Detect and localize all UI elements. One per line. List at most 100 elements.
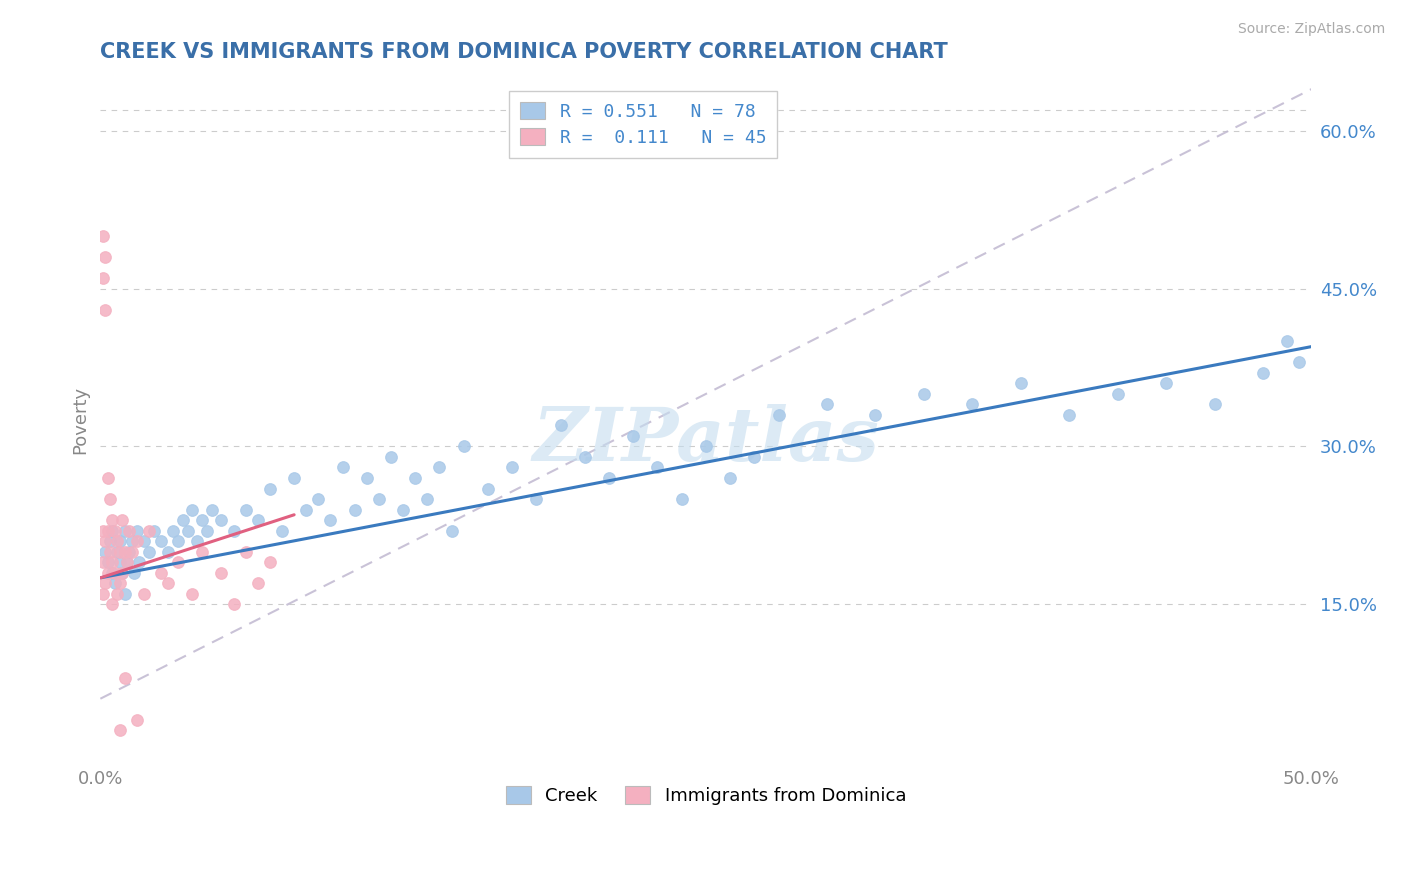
Point (453, 440, 475, 454)
Point (283, 471, 305, 485)
Point (167, 555, 190, 569)
Point (176, 524, 198, 538)
Point (429, 460, 451, 475)
Point (97, 555, 120, 569)
Point (125, 534, 148, 549)
Point (114, 671, 136, 685)
Point (271, 524, 294, 538)
Point (768, 408, 790, 422)
Point (94, 250, 117, 264)
Point (91, 555, 114, 569)
Point (501, 460, 523, 475)
Point (1010, 376, 1032, 391)
Point (108, 723, 131, 738)
Point (122, 566, 145, 580)
Point (101, 524, 124, 538)
Point (195, 524, 218, 538)
Point (115, 555, 138, 569)
Point (105, 586, 128, 600)
Point (91, 586, 114, 600)
Point (440, 524, 463, 538)
Point (94, 576, 117, 591)
Point (647, 460, 669, 475)
Point (142, 524, 165, 538)
Point (307, 491, 329, 506)
Point (181, 502, 204, 516)
Point (259, 482, 281, 496)
Point (416, 491, 439, 506)
Point (111, 566, 134, 580)
Point (671, 491, 693, 506)
Point (118, 524, 141, 538)
Point (167, 534, 190, 549)
Point (97, 524, 120, 538)
Point (621, 429, 644, 443)
Point (343, 502, 366, 516)
Point (815, 397, 838, 411)
Point (477, 482, 499, 496)
Point (101, 513, 124, 527)
Y-axis label: Poverty: Poverty (72, 386, 89, 454)
Point (211, 566, 233, 580)
Point (744, 450, 766, 464)
Point (524, 491, 547, 506)
Point (98, 491, 121, 506)
Point (392, 502, 415, 516)
Point (118, 544, 141, 558)
Point (222, 524, 245, 538)
Point (962, 397, 984, 411)
Point (246, 576, 269, 591)
Text: ZIPatlas: ZIPatlas (533, 404, 879, 477)
Point (132, 534, 155, 549)
Point (94, 544, 117, 558)
Point (191, 513, 214, 527)
Point (259, 555, 281, 569)
Point (108, 555, 131, 569)
Point (111, 566, 134, 580)
Point (98, 534, 121, 549)
Point (114, 524, 136, 538)
Point (104, 524, 127, 538)
Point (111, 513, 134, 527)
Point (101, 555, 124, 569)
Legend: Creek, Immigrants from Dominica: Creek, Immigrants from Dominica (496, 777, 915, 814)
Point (574, 450, 596, 464)
Point (108, 534, 131, 549)
Point (172, 513, 194, 527)
Point (367, 491, 389, 506)
Text: CREEK VS IMMIGRANTS FROM DOMINICA POVERTY CORRELATION CHART: CREEK VS IMMIGRANTS FROM DOMINICA POVERT… (100, 42, 948, 62)
Point (404, 471, 426, 485)
Point (1277, 334, 1299, 349)
Point (295, 502, 318, 516)
Point (98, 544, 121, 558)
Point (912, 387, 935, 401)
Point (718, 471, 741, 485)
Point (94, 534, 117, 549)
Point (1288, 355, 1310, 369)
Point (121, 544, 143, 558)
Point (121, 534, 143, 549)
Point (91, 524, 114, 538)
Point (128, 555, 150, 569)
Point (356, 471, 378, 485)
Point (1057, 408, 1080, 422)
Point (865, 408, 887, 422)
Point (1204, 397, 1226, 411)
Point (125, 713, 148, 727)
Point (181, 586, 204, 600)
Point (246, 513, 269, 527)
Point (132, 586, 155, 600)
Point (138, 544, 160, 558)
Point (101, 597, 124, 611)
Point (105, 534, 128, 549)
Point (695, 440, 717, 454)
Point (101, 566, 124, 580)
Point (97, 566, 120, 580)
Point (191, 544, 214, 558)
Point (550, 418, 572, 433)
Point (104, 576, 127, 591)
Point (97, 471, 120, 485)
Point (332, 460, 354, 475)
Point (157, 576, 180, 591)
Point (380, 450, 402, 464)
